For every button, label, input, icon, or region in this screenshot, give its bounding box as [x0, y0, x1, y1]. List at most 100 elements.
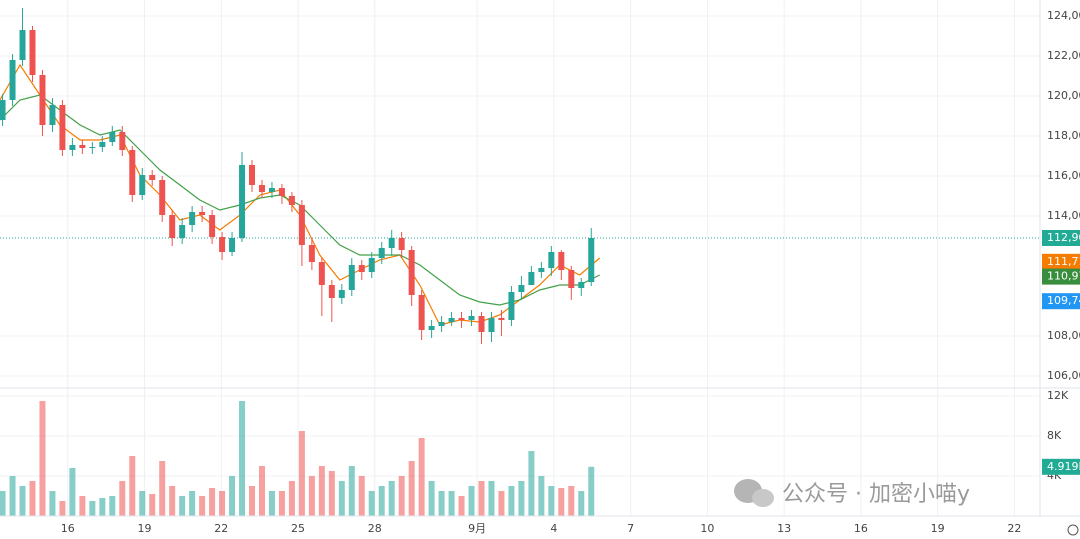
volume-bar — [518, 481, 525, 516]
candle-body — [9, 60, 16, 100]
y-tick-label: 108,00 — [1047, 329, 1080, 342]
volume-tag — [1042, 458, 1080, 475]
candle-body — [49, 105, 56, 125]
volume-bar — [468, 486, 475, 516]
volume-bar — [278, 491, 285, 516]
volume-bar — [39, 401, 46, 516]
candle-body — [0, 100, 6, 120]
price-tag-label: 112,90 — [1047, 231, 1080, 244]
volume-bar — [378, 486, 385, 516]
volume-bar — [129, 456, 136, 516]
candle-body — [89, 147, 96, 148]
volume-bar — [548, 486, 555, 516]
candle-body — [488, 318, 495, 332]
candle-body — [408, 250, 415, 295]
y-tick-label: 106,00 — [1047, 369, 1080, 382]
candle-body — [568, 270, 575, 288]
volume-tick-label: 12K — [1047, 389, 1069, 402]
volume-bar — [109, 496, 116, 516]
candle-body — [418, 295, 425, 330]
candle-body — [398, 238, 405, 250]
volume-bar — [229, 476, 236, 516]
y-tick-label: 122,00 — [1047, 49, 1080, 62]
volume-bar — [448, 491, 455, 516]
moving-average-line — [0, 94, 600, 306]
candle-body — [249, 165, 256, 185]
price-tag-label: 111,71 — [1047, 255, 1080, 268]
candle-body — [229, 238, 236, 252]
x-tick-label: 4 — [550, 522, 557, 535]
candle-body — [109, 132, 116, 142]
candle-body — [288, 196, 295, 205]
volume-bar — [149, 494, 156, 516]
candle-body — [458, 318, 465, 320]
candle-body — [508, 292, 515, 320]
volume-bar — [89, 501, 96, 516]
volume-bar — [79, 496, 86, 516]
volume-bar — [0, 491, 6, 516]
volume-bar — [59, 501, 66, 516]
candle-body — [99, 142, 106, 147]
volume-tag-label: 4.919K — [1047, 460, 1080, 473]
candle-body — [318, 262, 325, 285]
volume-bar — [169, 486, 176, 516]
candle-body — [358, 265, 365, 272]
x-tick-label: 22 — [214, 522, 228, 535]
volume-tick-label: 8K — [1047, 429, 1062, 442]
watermark-text: 公众号 · 加密小喵y — [782, 482, 970, 507]
volume-bar — [418, 438, 425, 516]
volume-bar — [588, 466, 595, 516]
volume-bar — [348, 466, 355, 516]
candle-body — [179, 225, 186, 238]
volume-bar — [268, 491, 275, 516]
volume-bar — [179, 496, 186, 516]
candle-body — [388, 238, 395, 248]
y-tick-label: 124,00 — [1047, 9, 1080, 22]
volume-bar — [368, 491, 375, 516]
volume-bar — [288, 481, 295, 516]
candle-body — [189, 212, 196, 225]
candle-body — [468, 316, 475, 320]
volume-bar — [508, 486, 515, 516]
candle-body — [528, 272, 535, 285]
volume-bar — [49, 491, 56, 516]
x-tick-label: 16 — [61, 522, 75, 535]
candle-body — [448, 318, 455, 322]
candle-body — [209, 215, 216, 237]
candle-body — [268, 188, 275, 192]
volume-bar — [209, 488, 216, 516]
volume-bar — [29, 481, 36, 516]
y-tick-label: 120,00 — [1047, 89, 1080, 102]
volume-bar — [558, 488, 565, 516]
volume-bar — [478, 481, 485, 516]
candle-body — [378, 248, 385, 258]
candle-body — [438, 322, 445, 326]
candle-body — [59, 105, 66, 150]
x-tick-label: 19 — [931, 522, 945, 535]
candle-body — [239, 165, 246, 238]
x-tick-label: 16 — [854, 522, 868, 535]
candle-body — [348, 265, 355, 290]
candle-body — [478, 316, 485, 332]
volume-bar — [498, 491, 505, 516]
volume-bar — [159, 461, 166, 516]
volume-bar — [199, 496, 206, 516]
price-tag-label: 109,74 — [1047, 294, 1080, 307]
candle-body — [159, 180, 166, 215]
watermark: 公众号 · 加密小喵y — [734, 479, 970, 507]
volume-bar — [568, 486, 575, 516]
price-tag — [1042, 268, 1080, 285]
candle-body — [368, 258, 375, 272]
volume-bar — [388, 481, 395, 516]
volume-bar — [298, 431, 305, 516]
x-tick-label: 7 — [627, 522, 634, 535]
price-tag — [1042, 253, 1080, 270]
volume-bar — [19, 486, 26, 516]
volume-bar — [249, 486, 256, 516]
x-tick-label: 10 — [700, 522, 714, 535]
x-tick-label: 13 — [777, 522, 791, 535]
settings-icon[interactable] — [1067, 524, 1079, 536]
volume-bar — [69, 468, 76, 516]
candle-body — [558, 252, 565, 270]
